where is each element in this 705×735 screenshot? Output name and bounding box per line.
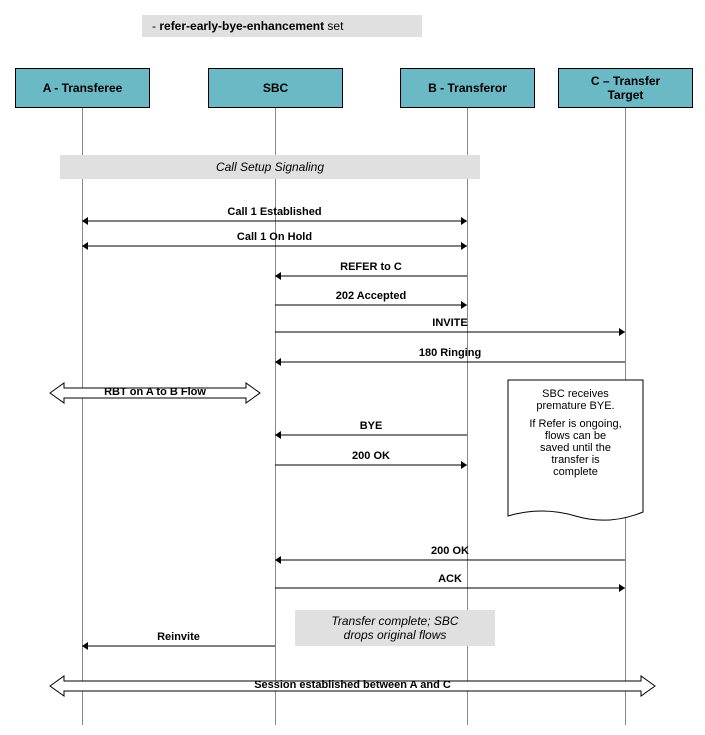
note-text: SBC receivespremature BYE.If Refer is on… [514,388,637,478]
msg-label-2: REFER to C [275,261,467,273]
hollow-arrow-label-1: Session established between A and C [64,679,641,691]
msg-label-5: 180 Ringing [275,347,625,359]
msg-label-10: Reinvite [82,631,275,643]
msg-label-8: 200 OK [275,545,625,557]
hollow-arrow-label-0: RBT on A to B Flow [64,386,246,398]
msg-label-3: 202 Accepted [275,290,467,302]
msg-label-0: Call 1 Established [82,206,467,218]
participant-A: A - Transferee [15,68,150,108]
lifeline-SBC [275,108,276,725]
participant-SBC: SBC [208,68,343,108]
msg-label-4: INVITE [275,317,625,329]
msg-label-7: 200 OK [275,450,467,462]
header-note: - refer-early-bye-enhancement set [142,15,422,37]
participant-C: C – TransferTarget [558,68,693,108]
msg-label-1: Call 1 On Hold [82,231,467,243]
msg-label-6: BYE [275,420,467,432]
band-transfer-complete: Transfer complete; SBCdrops original flo… [295,610,495,646]
msg-label-9: ACK [275,573,625,585]
participant-B: B - Transferor [400,68,535,108]
band-call-setup: Call Setup Signaling [60,155,480,179]
